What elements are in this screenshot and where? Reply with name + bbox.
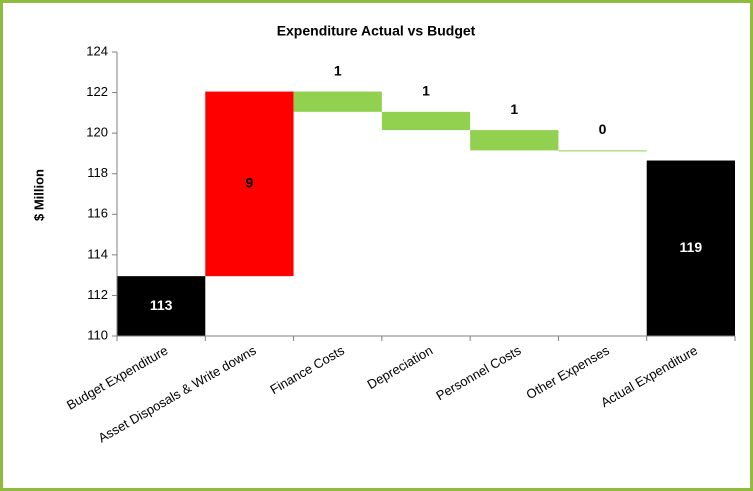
bar xyxy=(205,91,294,277)
y-tick-label: 120 xyxy=(86,125,108,140)
data-label: 1 xyxy=(510,101,518,117)
bar xyxy=(558,150,647,152)
y-tick-label: 116 xyxy=(87,206,108,221)
y-tick-label: 124 xyxy=(86,43,108,58)
data-label: 119 xyxy=(680,239,703,255)
bar xyxy=(117,276,206,336)
y-tick-label: 118 xyxy=(87,165,108,180)
bar xyxy=(381,111,471,131)
data-label: 1 xyxy=(422,83,430,99)
y-tick-label: 112 xyxy=(87,287,108,302)
bar xyxy=(293,91,382,112)
chart-title: Expenditure Actual vs Budget xyxy=(277,23,476,39)
data-label: 113 xyxy=(150,297,173,313)
y-tick-label: 110 xyxy=(87,327,108,342)
y-tick-label: 114 xyxy=(87,246,108,261)
bar xyxy=(646,160,735,336)
data-label: 1 xyxy=(334,62,342,78)
y-axis-label: $ Million xyxy=(31,169,46,221)
data-label: 9 xyxy=(246,175,254,191)
data-label: 0 xyxy=(599,121,607,137)
bar xyxy=(470,130,559,151)
y-tick-label: 122 xyxy=(86,84,108,99)
